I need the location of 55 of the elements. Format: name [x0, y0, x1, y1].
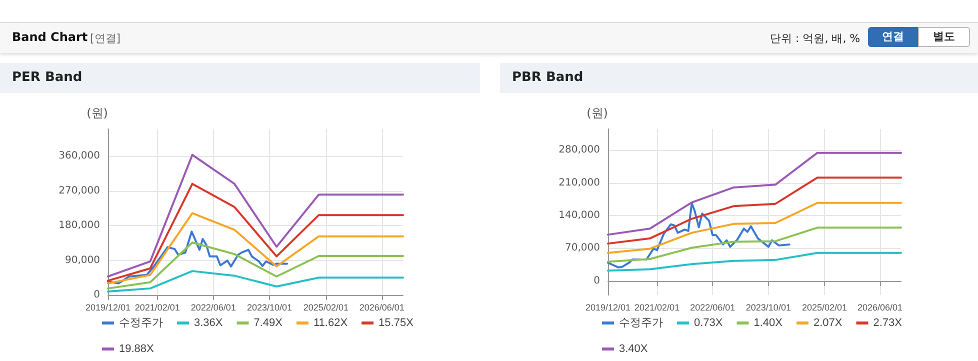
x-tick-label: 2025/02/01 — [802, 302, 847, 312]
chart-title: PBR Band — [500, 63, 978, 93]
x-tick-label: 2026/06/01 — [359, 302, 404, 312]
line-series — [607, 226, 902, 263]
x-tick-label: 2021/02/01 — [134, 302, 180, 312]
y-tick-label: 0 — [594, 275, 600, 286]
legend-label: 19.88X — [119, 343, 155, 355]
text: [연결] — [90, 31, 121, 46]
legend-label: 3.36X — [194, 317, 224, 329]
line-series — [607, 202, 790, 268]
line-series — [107, 230, 288, 284]
x-tick-label: 2019/12/01 — [585, 302, 631, 312]
legend-label: 11.62X — [313, 317, 348, 329]
y-axis-title: (원) — [86, 106, 108, 120]
line-series — [607, 176, 902, 245]
legend-label: 수정주가 — [119, 317, 163, 329]
line-series — [607, 202, 902, 254]
line-series — [607, 152, 902, 236]
chart-title: PER Band — [0, 63, 480, 93]
legend-label: 2.73X — [873, 317, 903, 329]
y-axis-title: (원) — [586, 106, 608, 120]
text: 연결 — [868, 27, 918, 47]
line-series — [107, 182, 404, 282]
line-series — [107, 212, 404, 284]
legend-label: 3.40X — [619, 343, 648, 355]
legend-label: 2.07X — [813, 317, 843, 329]
line-series — [107, 270, 404, 293]
y-tick-label: 360,000 — [58, 150, 100, 162]
y-tick-label: 90,000 — [65, 254, 100, 266]
text: Band Chart — [12, 30, 88, 44]
x-tick-label: 2022/06/01 — [690, 302, 736, 312]
line-series — [107, 154, 404, 278]
text: 단위 : 억원, 배, % — [770, 31, 860, 46]
line-series — [607, 252, 902, 272]
legend-label: 수정주가 — [619, 317, 663, 329]
y-tick-label: 180,000 — [58, 220, 100, 232]
y-tick-label: 0 — [94, 290, 100, 300]
text: 별도 — [918, 27, 970, 47]
y-tick-label: 280,000 — [558, 144, 600, 156]
y-tick-label: 70,000 — [565, 242, 600, 254]
x-tick-label: 2025/02/01 — [303, 302, 348, 312]
legend-label: 1.40X — [754, 317, 784, 329]
x-tick-label: 2023/10/01 — [246, 302, 292, 312]
line-series — [107, 242, 404, 290]
y-tick-label: 270,000 — [58, 185, 100, 196]
y-tick-label: 210,000 — [558, 177, 600, 188]
x-tick-label: 2026/06/01 — [858, 302, 903, 312]
x-tick-label: 2021/02/01 — [634, 302, 680, 312]
x-tick-label: 2022/06/01 — [190, 302, 236, 312]
x-tick-label: 2023/10/01 — [746, 302, 791, 312]
legend-label: 15.75X — [378, 317, 414, 329]
legend-label: 7.49X — [254, 317, 284, 329]
x-tick-label: 2019/12/01 — [85, 302, 131, 312]
legend-label: 0.73X — [694, 317, 724, 329]
y-tick-label: 140,000 — [558, 210, 600, 222]
